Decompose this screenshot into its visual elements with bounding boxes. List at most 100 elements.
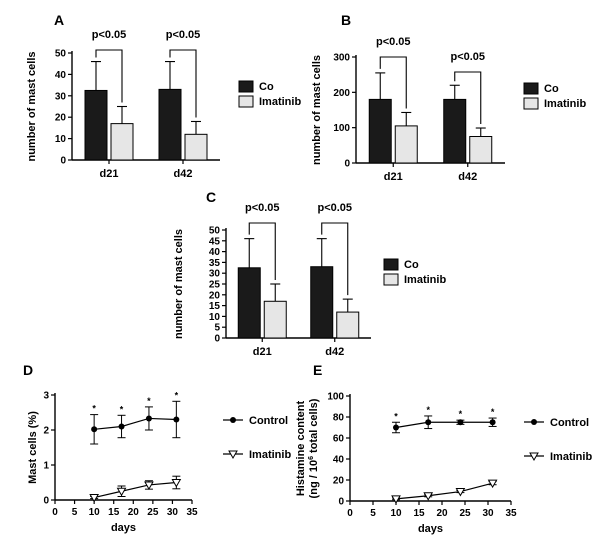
marker-circle [489, 419, 496, 426]
x-tick-label: d21 [253, 346, 272, 358]
bar [394, 125, 418, 164]
y-tick-label: 20 [55, 113, 67, 124]
legend-label: Imatinib [259, 96, 301, 108]
significance-star: * [426, 405, 430, 415]
marker-triangle [228, 450, 238, 460]
x-tick-label: 35 [505, 508, 517, 519]
y-tick-label: 60 [333, 434, 345, 445]
x-tick-label: 5 [370, 508, 376, 519]
series-line [395, 482, 493, 500]
legend-swatch [523, 82, 539, 95]
marker-triangle [144, 481, 154, 490]
legend-swatch [383, 258, 399, 271]
y-axis-label-part: (ng / 10 [308, 460, 320, 499]
y-tick-label: 50 [55, 49, 67, 60]
marker-triangle [171, 479, 182, 488]
bar [184, 133, 208, 161]
significance-star: * [394, 411, 398, 421]
legend-label: Imatinib [249, 449, 291, 461]
significance-bracket [379, 56, 407, 109]
x-axis-label: days [418, 523, 443, 535]
x-tick-label: 10 [390, 508, 402, 519]
significance-star: * [459, 409, 463, 419]
y-tick-label: 40 [209, 247, 221, 258]
legend-label: Co [404, 259, 419, 271]
y-tick-label: 0 [338, 497, 344, 508]
y-tick-label: 45 [209, 236, 221, 247]
significance-bracket [248, 222, 276, 280]
y-axis-label: Mast cells (%) [27, 411, 39, 484]
bar [469, 136, 493, 164]
y-tick-label: 1 [43, 461, 49, 472]
marker-circle [531, 419, 537, 425]
panel-letter: B [341, 12, 351, 28]
y-tick-label: 0 [344, 159, 350, 170]
y-axis-label-sup: 6 [308, 456, 315, 460]
legend-label: Imatinib [550, 451, 592, 463]
bar [263, 300, 287, 339]
x-tick-label: 20 [436, 508, 448, 519]
y-tick-label: 25 [209, 280, 221, 291]
y-tick-label: 15 [209, 301, 221, 312]
bar [336, 311, 360, 339]
marker-triangle [116, 487, 127, 497]
marker-circle [118, 423, 125, 430]
x-tick-label: 15 [108, 507, 120, 518]
y-tick-label: 20 [209, 290, 221, 301]
legend-swatch [383, 273, 399, 286]
significance-label: p<0.05 [317, 202, 352, 214]
x-tick-label: 5 [72, 507, 78, 518]
bar [84, 89, 108, 161]
y-tick-label: 35 [209, 258, 221, 269]
significance-bracket [95, 49, 123, 103]
legend-label: Imatinib [544, 98, 586, 110]
x-tick-label: 30 [482, 508, 494, 519]
legend-label: Co [544, 83, 559, 95]
significance-bracket [454, 71, 482, 125]
bar [368, 98, 392, 164]
significance-star: * [175, 390, 179, 400]
panel-letter: D [23, 362, 33, 378]
x-tick-label: d21 [100, 168, 119, 180]
marker-circle [173, 416, 180, 423]
significance-star: * [491, 407, 495, 417]
y-tick-label: 40 [55, 70, 67, 81]
y-tick-label: 0 [43, 496, 49, 507]
marker-triangle [455, 488, 466, 497]
marker-circle [457, 419, 464, 426]
significance-label: p<0.05 [245, 202, 280, 214]
y-axis-label-part: total cells) [308, 398, 320, 456]
significance-label: p<0.05 [376, 36, 411, 48]
y-tick-label: 200 [333, 88, 350, 99]
bar [443, 98, 467, 164]
marker-circle [425, 419, 432, 426]
marker-circle [145, 415, 152, 422]
x-tick-label: 35 [186, 507, 198, 518]
marker-triangle [423, 492, 434, 501]
marker-triangle [391, 495, 401, 504]
significance-star: * [92, 404, 96, 414]
series-line [395, 421, 493, 429]
bar [310, 266, 334, 339]
bar [110, 123, 134, 161]
y-axis-label: number of mast cells [26, 51, 38, 161]
y-tick-label: 50 [209, 226, 221, 237]
x-tick-label: 10 [89, 507, 101, 518]
bar [237, 267, 261, 339]
x-tick-label: 0 [347, 508, 353, 519]
y-tick-label: 30 [55, 91, 67, 102]
legend-swatch [238, 95, 254, 108]
x-tick-label: 25 [459, 508, 471, 519]
x-tick-label: d21 [384, 171, 403, 183]
marker-circle [230, 417, 236, 423]
x-axis-label: days [111, 522, 136, 534]
marker-triangle [487, 479, 498, 489]
y-tick-label: 300 [333, 53, 350, 64]
panel-letter: C [206, 189, 216, 205]
y-tick-label: 10 [209, 312, 221, 323]
y-tick-label: 10 [55, 134, 67, 145]
